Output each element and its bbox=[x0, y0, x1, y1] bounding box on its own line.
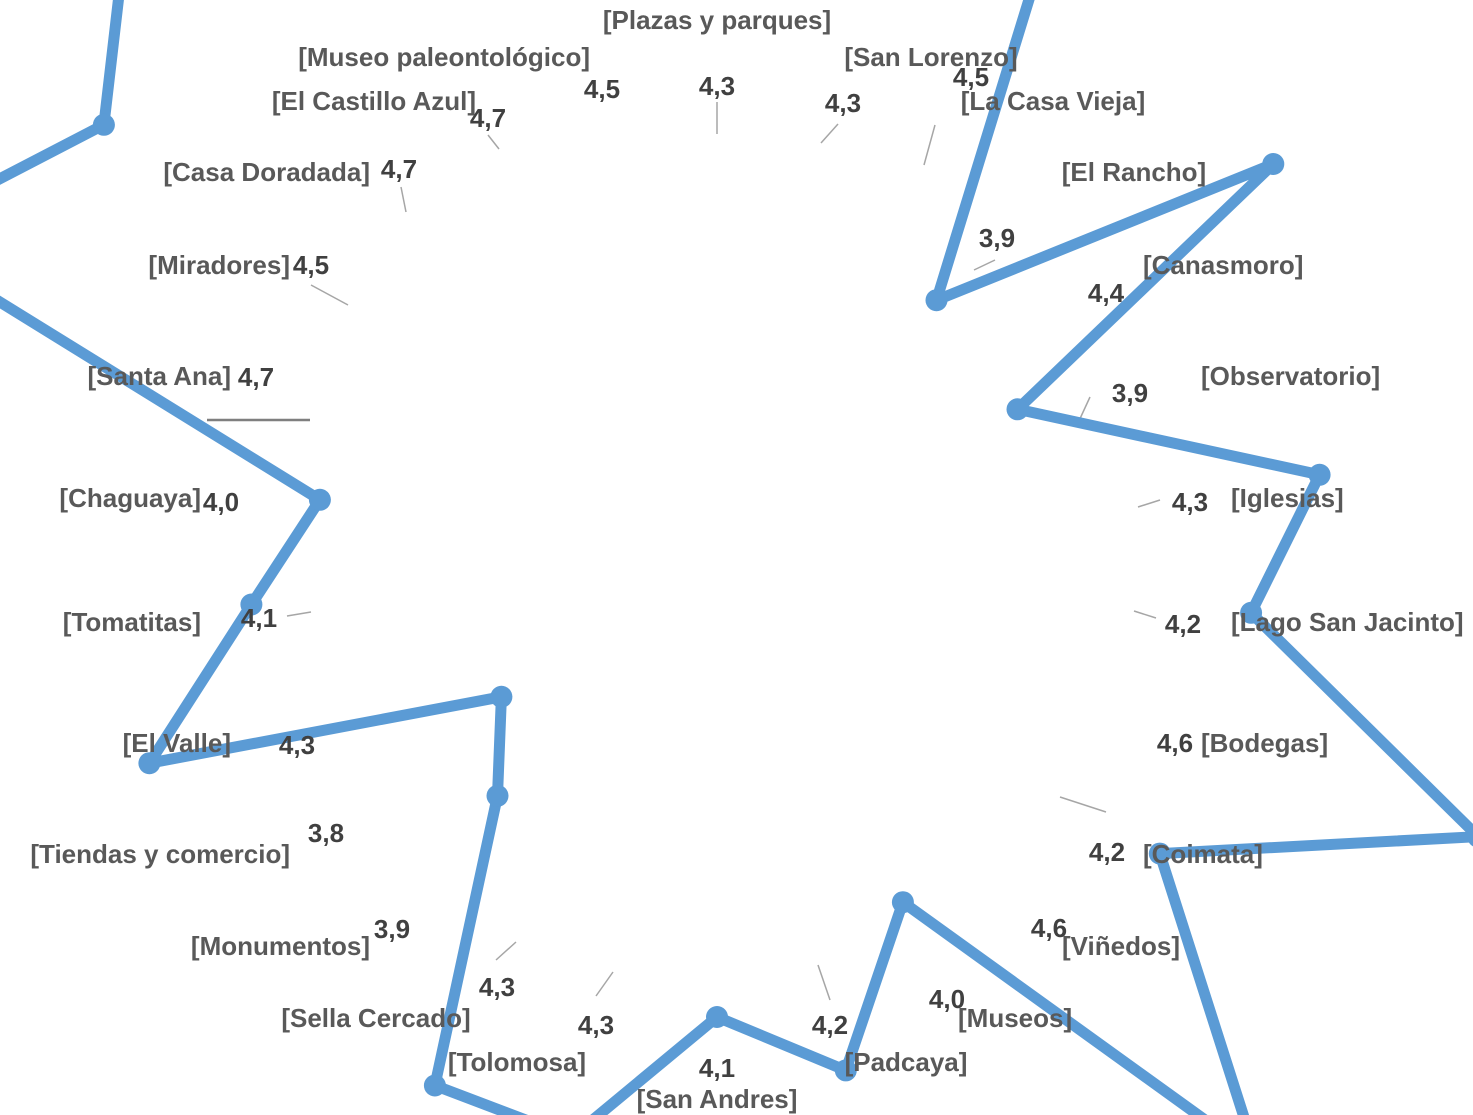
leader-line bbox=[495, 941, 517, 961]
value-label: 3,8 bbox=[308, 818, 344, 848]
value-label: 4,2 bbox=[1165, 609, 1201, 639]
leader-line bbox=[400, 186, 407, 213]
data-point bbox=[486, 784, 509, 807]
category-label: [San Andres] bbox=[637, 1084, 798, 1114]
value-label: 3,9 bbox=[979, 223, 1015, 253]
leader-lines bbox=[286, 102, 1161, 1001]
category-label: [Canasmoro] bbox=[1143, 250, 1303, 280]
value-label: 4,4 bbox=[1088, 278, 1125, 308]
leader-line bbox=[973, 259, 996, 271]
data-point bbox=[92, 113, 115, 136]
value-label: 4,6 bbox=[1031, 913, 1067, 943]
data-point bbox=[1006, 398, 1029, 421]
data-point bbox=[1148, 842, 1171, 865]
value-label: 4,7 bbox=[238, 362, 274, 392]
value-label: 4,0 bbox=[929, 984, 965, 1014]
category-label: [Coimata] bbox=[1143, 839, 1263, 869]
value-label: 3,9 bbox=[1112, 378, 1148, 408]
leader-line bbox=[1137, 499, 1161, 508]
category-label: [Casa Doradada] bbox=[163, 157, 370, 187]
data-point bbox=[490, 685, 513, 708]
value-label: 4,2 bbox=[1089, 837, 1125, 867]
value-label: 4,1 bbox=[241, 603, 277, 633]
data-point bbox=[308, 488, 331, 511]
data-point bbox=[1467, 826, 1473, 847]
data-point bbox=[925, 289, 948, 312]
data-point bbox=[834, 1059, 857, 1082]
data-point bbox=[240, 593, 263, 616]
data-point bbox=[1240, 601, 1263, 624]
category-label: [Santa Ana] bbox=[88, 361, 232, 391]
leader-line bbox=[1059, 796, 1107, 813]
category-label: [Museos] bbox=[958, 1003, 1072, 1033]
value-label: 4,5 bbox=[293, 250, 329, 280]
value-label: 3,9 bbox=[374, 914, 410, 944]
data-point bbox=[891, 891, 914, 914]
category-label: [Miradores] bbox=[148, 250, 290, 280]
leader-line bbox=[923, 124, 936, 166]
data-point bbox=[1308, 463, 1331, 486]
value-label: 4,3 bbox=[578, 1010, 614, 1040]
category-label: [La Casa Vieja] bbox=[961, 86, 1146, 116]
category-label: [Iglesias] bbox=[1231, 483, 1344, 513]
value-label: 4,2 bbox=[812, 1010, 848, 1040]
category-labels: [Plazas y parques] [San Lorenzo] [La Casa … bbox=[30, 5, 1463, 1114]
value-label: 4,3 bbox=[1172, 487, 1208, 517]
data-point bbox=[423, 1074, 446, 1097]
value-label: 4,5 bbox=[584, 74, 620, 104]
leader-line bbox=[1133, 610, 1157, 619]
data-point bbox=[706, 1006, 728, 1028]
category-label: [Museo paleontológico] bbox=[298, 42, 590, 72]
value-label: 4,3 bbox=[699, 71, 735, 101]
category-label: [Tolomosa] bbox=[448, 1047, 586, 1077]
category-label: [Viñedos] bbox=[1062, 931, 1180, 961]
leader-line bbox=[595, 971, 614, 997]
category-label: [Plazas y parques] bbox=[603, 5, 831, 35]
value-labels: 4,3 4,3 4,5 3,9 4,4 3,9 4,3 4,2 4,6 4,2 4,6 4,0 4,2 4… bbox=[203, 62, 1208, 1083]
category-label: [Sella Cercado] bbox=[281, 1003, 470, 1033]
data-point bbox=[138, 752, 161, 775]
category-label: [Lago San Jacinto] bbox=[1231, 607, 1464, 637]
value-label: 4,5 bbox=[953, 62, 989, 92]
value-label: 4,1 bbox=[699, 1053, 735, 1083]
category-label: [Observatorio] bbox=[1201, 361, 1380, 391]
category-label: [Monumentos] bbox=[191, 931, 370, 961]
category-label: [El Rancho] bbox=[1062, 157, 1206, 187]
category-label: [Tomatitas] bbox=[63, 607, 201, 637]
category-label: [El Valle] bbox=[123, 728, 231, 758]
category-label: [Chaguaya] bbox=[59, 483, 201, 513]
leader-line bbox=[286, 611, 312, 617]
category-label: [Tiendas y comercio] bbox=[30, 839, 290, 869]
value-label: 4,6 bbox=[1157, 728, 1193, 758]
leader-line bbox=[820, 123, 839, 144]
value-label: 4,7 bbox=[381, 154, 417, 184]
category-label: [Bodegas] bbox=[1201, 728, 1328, 758]
category-label: [El Castillo Azul] bbox=[272, 86, 476, 116]
category-label: [San Lorenzo] bbox=[844, 42, 1017, 72]
value-label: 4,7 bbox=[470, 103, 506, 133]
leader-line bbox=[817, 964, 831, 1001]
category-label: [Padcaya] bbox=[845, 1047, 968, 1077]
value-label: 4,3 bbox=[825, 88, 861, 118]
value-label: 4,3 bbox=[479, 972, 515, 1002]
value-label: 4,0 bbox=[203, 487, 239, 517]
leader-line bbox=[310, 284, 349, 306]
leader-line bbox=[487, 134, 500, 150]
data-point bbox=[1262, 153, 1285, 175]
value-label: 4,3 bbox=[279, 730, 315, 760]
